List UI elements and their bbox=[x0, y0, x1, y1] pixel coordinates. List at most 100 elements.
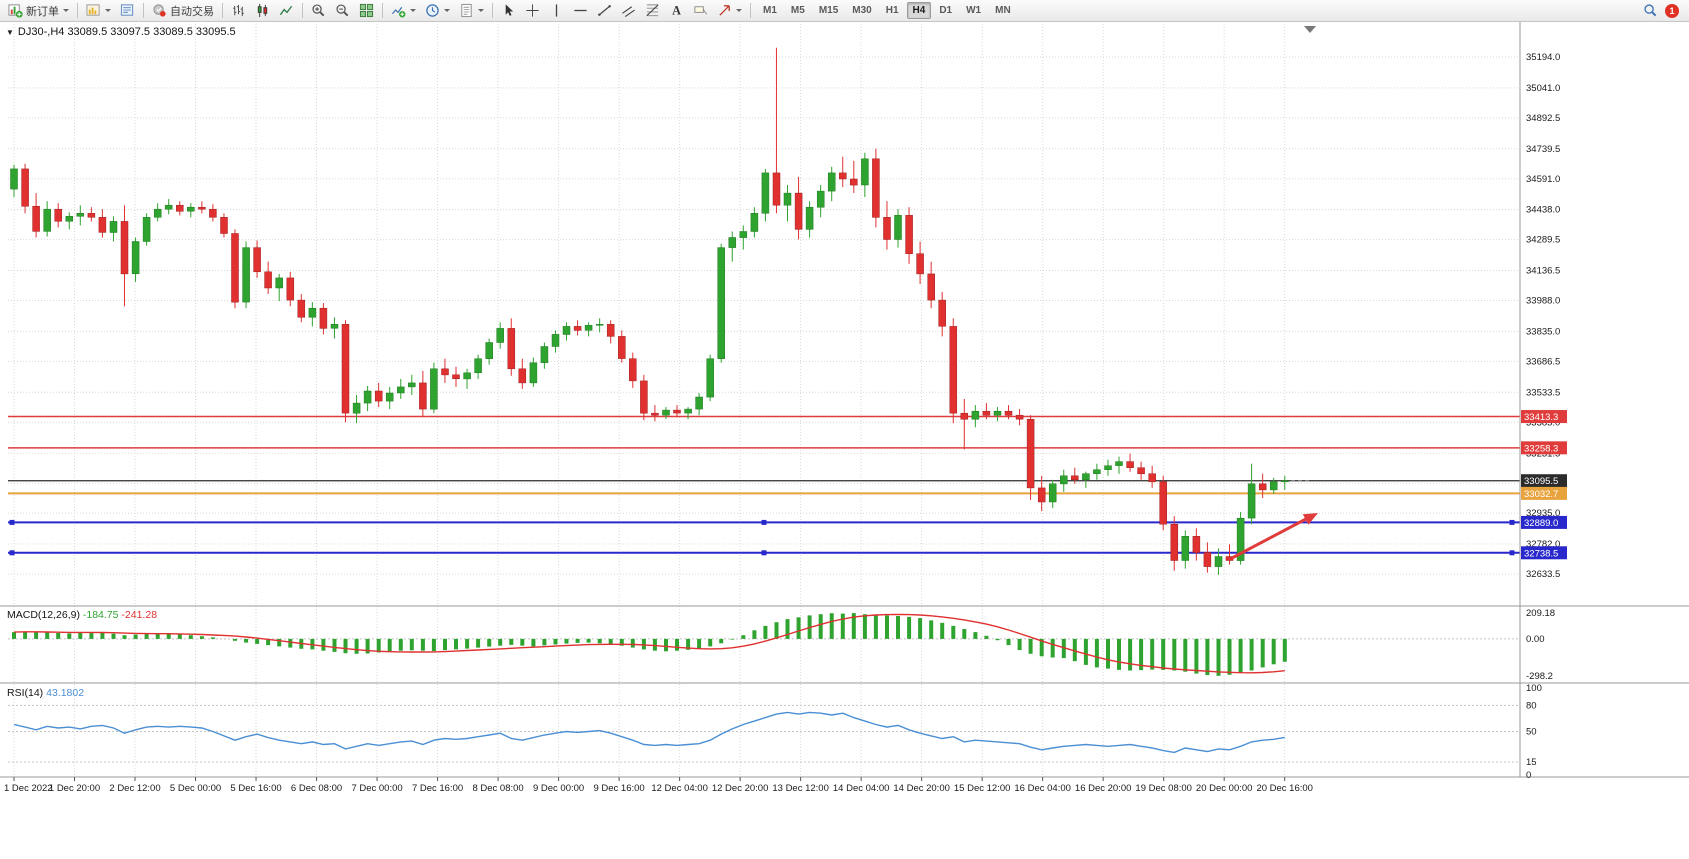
zoom-out-button[interactable] bbox=[331, 1, 354, 21]
hline-handle[interactable] bbox=[9, 519, 15, 525]
price-axis-label: 34289.5 bbox=[1526, 235, 1560, 246]
time-axis-label: 16 Dec 04:00 bbox=[1014, 783, 1071, 794]
timeframe-button-mn[interactable]: MN bbox=[995, 5, 1011, 16]
new-order-button[interactable]: 新订单 bbox=[4, 1, 73, 21]
data-window-button[interactable] bbox=[116, 1, 139, 21]
rsi-axis-label: 0 bbox=[1526, 770, 1531, 781]
hline-handle[interactable] bbox=[9, 550, 15, 556]
timeframe-button-m5[interactable]: M5 bbox=[790, 5, 805, 16]
timeframe-button-d1[interactable]: D1 bbox=[939, 5, 953, 16]
candle bbox=[397, 386, 405, 394]
auto-trading-button[interactable]: 自动交易 bbox=[148, 1, 218, 21]
candle bbox=[374, 390, 383, 402]
text-button[interactable]: A bbox=[665, 1, 688, 21]
zoom-in-button[interactable] bbox=[307, 1, 330, 21]
candle bbox=[120, 221, 129, 275]
chevron-down-icon bbox=[105, 9, 111, 12]
vertical-line-icon bbox=[549, 3, 564, 18]
timeframe-button-h4[interactable]: H4 bbox=[906, 2, 932, 19]
templates-button[interactable] bbox=[455, 1, 488, 21]
bar-chart-type-button[interactable] bbox=[227, 1, 250, 21]
time-axis-label: 20 Dec 16:00 bbox=[1256, 783, 1313, 794]
search-button[interactable] bbox=[1639, 1, 1662, 21]
hline-handle[interactable] bbox=[1509, 519, 1515, 525]
vertical-line-button[interactable] bbox=[545, 1, 568, 21]
timeframe-button-m1[interactable]: M1 bbox=[763, 5, 777, 16]
fibonacci-icon bbox=[645, 3, 660, 18]
candlestick-type-button[interactable] bbox=[251, 1, 274, 21]
candle bbox=[220, 217, 228, 234]
candle bbox=[905, 215, 913, 254]
candle bbox=[861, 158, 869, 186]
candle bbox=[474, 358, 482, 374]
line-chart-type-button[interactable] bbox=[275, 1, 298, 21]
time-axis-label: 14 Dec 20:00 bbox=[893, 783, 950, 794]
macd-axis-label: 209.18 bbox=[1526, 608, 1555, 619]
candle bbox=[231, 233, 239, 303]
macd-layer bbox=[12, 613, 1287, 676]
cursor-button[interactable] bbox=[497, 1, 520, 21]
hline-handle[interactable] bbox=[761, 519, 767, 525]
timeframe-button-w1[interactable]: W1 bbox=[966, 5, 982, 16]
tile-windows-button[interactable] bbox=[355, 1, 378, 21]
timeframe-button-m15[interactable]: M15 bbox=[818, 5, 839, 16]
crosshair-button[interactable] bbox=[521, 1, 544, 21]
candle bbox=[1148, 473, 1156, 483]
candle bbox=[1015, 414, 1024, 420]
candle bbox=[529, 362, 538, 384]
price-axis-label: 33835.0 bbox=[1526, 326, 1560, 337]
charts-profile-button[interactable] bbox=[82, 1, 115, 21]
annotations-layer bbox=[1231, 26, 1318, 560]
horizontal-line-button[interactable] bbox=[569, 1, 592, 21]
candle bbox=[496, 328, 504, 343]
candle bbox=[728, 237, 737, 248]
time-axis-label: 14 Dec 04:00 bbox=[833, 783, 890, 794]
price-badge-label: 32738.5 bbox=[1524, 548, 1558, 559]
candles-layer bbox=[10, 47, 1312, 575]
channel-button[interactable] bbox=[617, 1, 640, 21]
trend-arrow-head[interactable] bbox=[1302, 513, 1318, 525]
indicators-button[interactable] bbox=[387, 1, 420, 21]
macd-signal-line bbox=[13, 613, 1285, 674]
time-axis-label: 1 Dec 2022 bbox=[4, 783, 53, 794]
candle bbox=[916, 253, 924, 275]
hline-handle[interactable] bbox=[1509, 550, 1515, 556]
chart-plot-area[interactable] bbox=[0, 22, 1520, 777]
time-axis-label: 9 Dec 16:00 bbox=[593, 783, 644, 794]
fibonacci-button[interactable] bbox=[641, 1, 664, 21]
candle bbox=[452, 374, 460, 380]
candle bbox=[551, 334, 560, 347]
trendline-button[interactable] bbox=[593, 1, 616, 21]
candle bbox=[1004, 410, 1013, 416]
chart-shift-marker[interactable] bbox=[1304, 26, 1316, 33]
candle bbox=[10, 168, 18, 190]
hline-handle[interactable] bbox=[761, 550, 767, 556]
candle bbox=[1181, 536, 1190, 561]
trend-arrow[interactable] bbox=[1231, 517, 1307, 560]
rsi-axis-label: 100 bbox=[1526, 683, 1542, 694]
price-axis[interactable]: 35194.0 35041.0 34892.5 34739.5 34591.0 34438… bbox=[1521, 52, 1567, 781]
rsi-layer bbox=[13, 711, 1285, 754]
toolbar-separator bbox=[382, 3, 383, 18]
price-axis-label: 34591.0 bbox=[1526, 174, 1560, 185]
one-click-trading-toggle-icon[interactable]: ▼ bbox=[6, 27, 14, 37]
candle bbox=[761, 172, 770, 214]
candle bbox=[352, 402, 361, 414]
candle bbox=[131, 241, 140, 275]
chart-canvas[interactable]: 35194.0 35041.0 34892.5 34739.5 34591.0 34438… bbox=[0, 22, 1689, 859]
price-axis-label: 34438.0 bbox=[1526, 205, 1560, 216]
label-button[interactable] bbox=[689, 1, 712, 21]
toolbar-separator bbox=[143, 3, 144, 18]
macd-main-value: -184.75 bbox=[82, 609, 119, 621]
notification-badge[interactable]: 1 bbox=[1665, 3, 1679, 18]
candle bbox=[794, 192, 803, 230]
candle bbox=[176, 204, 184, 212]
timeframe-button-m30[interactable]: M30 bbox=[852, 5, 872, 16]
price-axis-label: 33988.0 bbox=[1526, 296, 1560, 307]
arrows-button[interactable] bbox=[713, 1, 746, 21]
candle bbox=[1037, 487, 1046, 503]
timeframe-button-h1[interactable]: H1 bbox=[885, 5, 899, 16]
rsi-indicator-label: RSI(14) 43.1802 bbox=[7, 687, 84, 699]
clock-button[interactable] bbox=[421, 1, 454, 21]
